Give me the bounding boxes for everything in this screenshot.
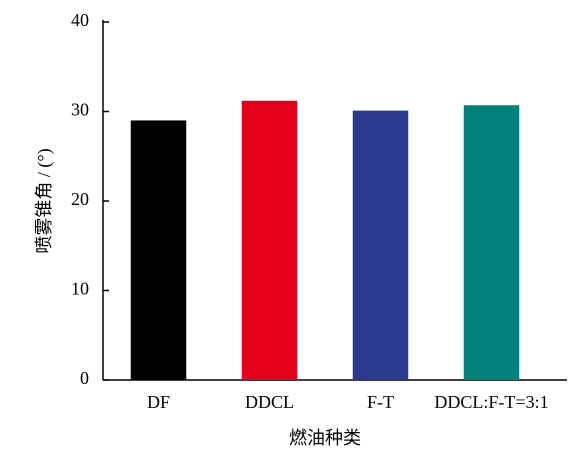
x-tick-label: F-T (367, 392, 394, 412)
bar (463, 105, 520, 381)
bar (130, 120, 187, 380)
y-tick-label: 20 (71, 189, 89, 209)
y-tick-label: 40 (71, 10, 89, 30)
x-tick-label: DDCL:F-T=3:1 (434, 392, 548, 412)
y-axis-label: 喷雾锥角 / (°) (34, 148, 55, 253)
bar (352, 110, 409, 380)
x-tick-label: DF (147, 392, 170, 412)
bar (241, 100, 298, 380)
y-tick-label: 0 (80, 368, 89, 388)
x-tick-label: DDCL (245, 392, 294, 412)
y-tick-label: 30 (71, 100, 89, 120)
x-axis-label: 燃油种类 (289, 428, 361, 448)
y-tick-label: 10 (71, 279, 89, 299)
